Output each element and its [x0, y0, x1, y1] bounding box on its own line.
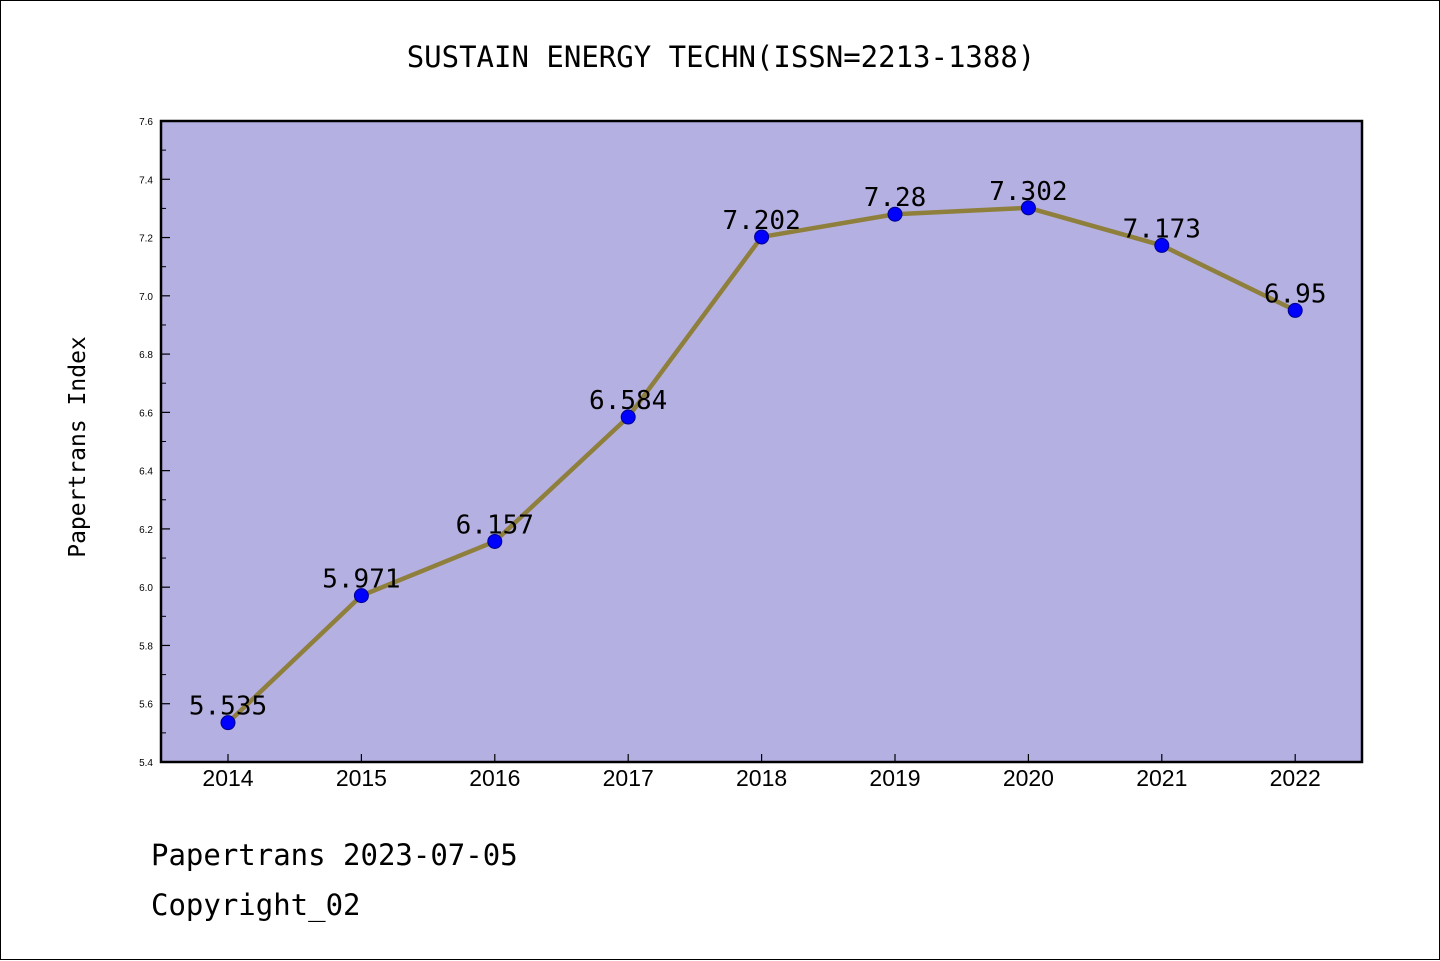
- y-tick-label: 5.8: [139, 641, 153, 652]
- data-label: 6.157: [456, 510, 534, 540]
- data-label: 7.173: [1123, 214, 1201, 244]
- data-point: [1287, 302, 1303, 318]
- plot-area: [161, 121, 1362, 762]
- y-tick-label: 6.0: [139, 583, 153, 594]
- data-label: 7.202: [722, 206, 800, 236]
- data-point: [620, 409, 636, 425]
- y-axis-label: Papertrans Index: [65, 336, 91, 558]
- data-point: [487, 533, 503, 549]
- x-tick-label: 2019: [869, 765, 920, 791]
- data-label: 5.971: [322, 565, 400, 595]
- x-tick-label: 2016: [469, 765, 520, 791]
- x-tick-label: 2014: [202, 765, 253, 791]
- data-label: 6.584: [589, 386, 667, 416]
- data-label: 6.95: [1264, 279, 1327, 309]
- y-tick-label: 7.4: [139, 175, 153, 186]
- y-tick-label: 6.8: [139, 350, 153, 361]
- x-tick-label: 2021: [1136, 765, 1187, 791]
- x-tick-label: 2018: [736, 765, 787, 791]
- footer-date: Papertrans 2023-07-05: [151, 838, 518, 872]
- data-point: [220, 715, 236, 731]
- data-label: 7.28: [864, 183, 927, 213]
- data-point: [754, 229, 770, 245]
- plot-border: [159, 119, 1364, 764]
- y-tick-label: 6.4: [139, 467, 153, 478]
- y-tick-label: 5.4: [139, 758, 153, 769]
- data-point: [887, 206, 903, 222]
- y-tick-label: 5.6: [139, 700, 153, 711]
- y-tick-label: 6.2: [139, 525, 153, 536]
- data-label: 5.535: [189, 692, 267, 722]
- data-point: [353, 588, 369, 604]
- data-point: [1020, 200, 1036, 216]
- y-tick-label: 6.6: [139, 408, 153, 419]
- chart-title: SUSTAIN ENERGY TECHN(ISSN=2213-1388): [407, 40, 1036, 74]
- x-tick-label: 2020: [1003, 765, 1054, 791]
- data-label: 7.302: [989, 177, 1067, 207]
- data-point: [1154, 237, 1170, 253]
- x-tick-label: 2017: [603, 765, 654, 791]
- y-tick-label: 7.2: [139, 234, 153, 245]
- footer-copyright: Copyright_02: [151, 888, 361, 923]
- x-tick-label: 2022: [1270, 765, 1321, 791]
- plot-layer: 5.4 5.6 5.8 6.0 6.2 6.4 6.6 6.8 7.0 7.2 7.4 7.6 2014…: [139, 117, 1326, 791]
- y-tick-label: 7.6: [139, 117, 153, 128]
- x-tick-label: 2015: [336, 765, 387, 791]
- y-tick-label: 7.0: [139, 292, 153, 303]
